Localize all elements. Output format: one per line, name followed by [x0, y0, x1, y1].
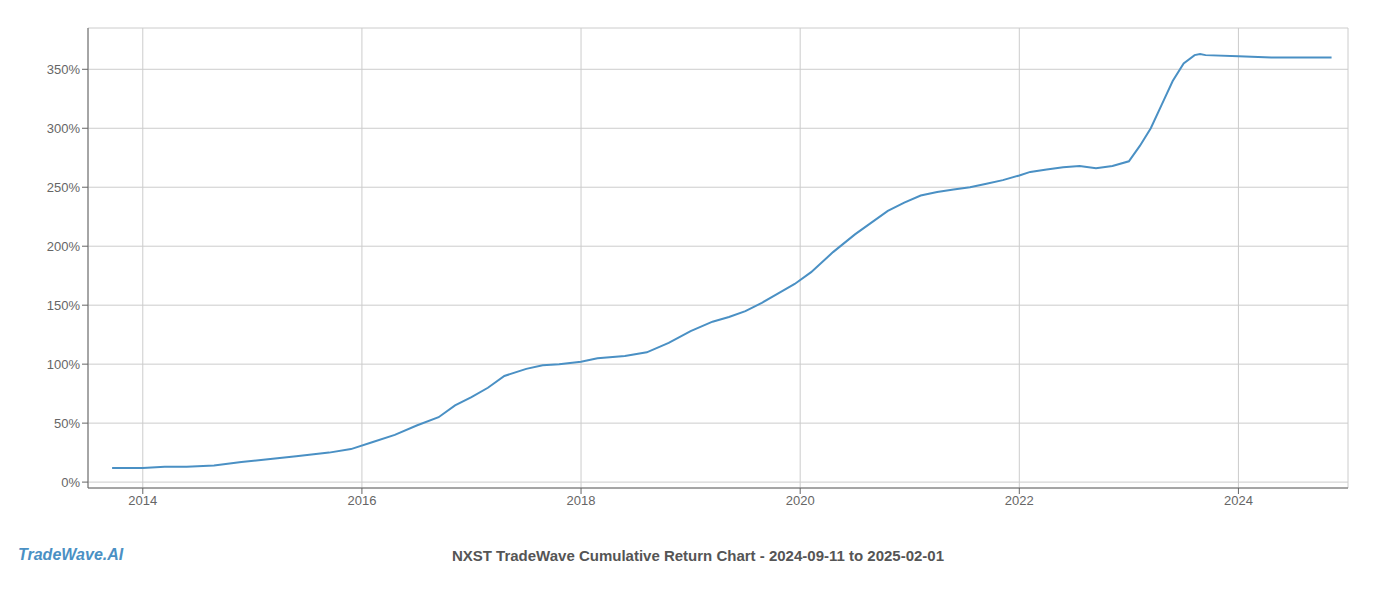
svg-text:200%: 200% — [47, 239, 81, 254]
svg-text:50%: 50% — [54, 416, 80, 431]
svg-text:100%: 100% — [47, 357, 81, 372]
html-text:NXST TradeWave Cumulative Retu: NXST TradeWave Cumulative Return Chart -… — [451, 547, 945, 564]
svg-text:2016: 2016 — [347, 493, 376, 508]
svg-text:350%: 350% — [47, 62, 81, 77]
svg-text:250%: 250% — [47, 180, 81, 195]
html-text:TradeWave.AI: TradeWave.AI — [18, 546, 124, 563]
svg-text:2020: 2020 — [786, 493, 815, 508]
svg-text:2014: 2014 — [128, 493, 157, 508]
svg-text:0%: 0% — [61, 475, 80, 490]
svg-text:2022: 2022 — [1005, 493, 1034, 508]
svg-text:2024: 2024 — [1224, 493, 1253, 508]
svg-text:150%: 150% — [47, 298, 81, 313]
svg-text:2018: 2018 — [567, 493, 596, 508]
svg-text:300%: 300% — [47, 121, 81, 136]
